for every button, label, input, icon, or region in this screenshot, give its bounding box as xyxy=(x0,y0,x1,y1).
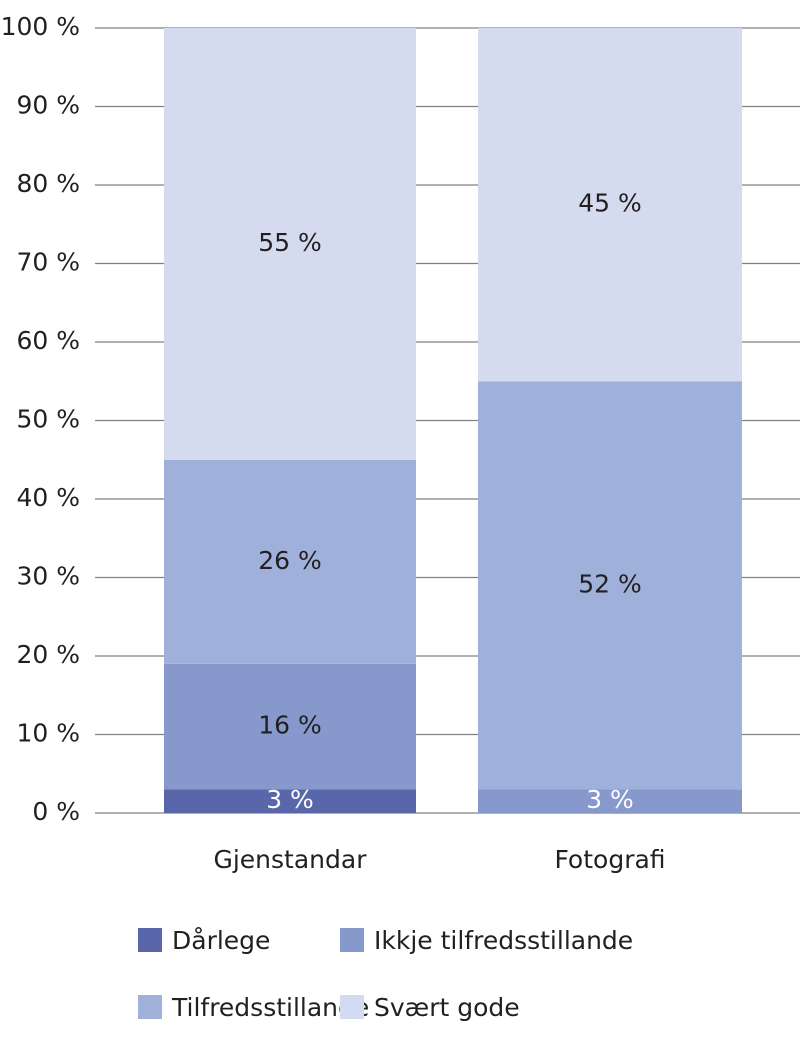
y-tick-label: 80 % xyxy=(16,169,80,198)
value-label: 26 % xyxy=(258,546,322,575)
y-tick-label: 30 % xyxy=(16,562,80,591)
bar-segment xyxy=(164,28,416,460)
y-tick-label: 70 % xyxy=(16,248,80,277)
legend-label: Tilfredsstillande xyxy=(171,993,369,1022)
legend-label: Svært gode xyxy=(374,993,520,1022)
bar-segment xyxy=(164,663,416,790)
bar-segment xyxy=(164,459,416,664)
y-tick-label: 0 % xyxy=(32,797,80,826)
x-tick-label: Fotografi xyxy=(554,845,665,874)
bar-segment xyxy=(164,789,416,813)
y-tick-label: 40 % xyxy=(16,483,80,512)
y-tick-label: 20 % xyxy=(16,640,80,669)
value-label: 3 % xyxy=(266,785,314,814)
value-label: 16 % xyxy=(258,711,322,740)
y-tick-label: 10 % xyxy=(16,719,80,748)
y-tick-label: 50 % xyxy=(16,405,80,434)
value-label: 55 % xyxy=(258,228,322,257)
legend-swatch xyxy=(138,928,162,952)
bar-segment xyxy=(478,381,742,790)
legend-label: Ikkje tilfredsstillande xyxy=(374,926,633,955)
bar-segment xyxy=(478,28,742,382)
legend-label: Dårlege xyxy=(172,926,270,955)
y-tick-label: 60 % xyxy=(16,326,80,355)
value-label: 45 % xyxy=(578,189,642,218)
y-tick-label: 100 % xyxy=(1,12,80,41)
legend-swatch xyxy=(138,995,162,1019)
value-label: 52 % xyxy=(578,569,642,598)
bar-segment xyxy=(478,789,742,813)
value-label: 3 % xyxy=(586,785,634,814)
legend-swatch xyxy=(340,995,364,1019)
legend-swatch xyxy=(340,928,364,952)
y-tick-label: 90 % xyxy=(16,91,80,120)
x-tick-label: Gjenstandar xyxy=(213,845,367,874)
